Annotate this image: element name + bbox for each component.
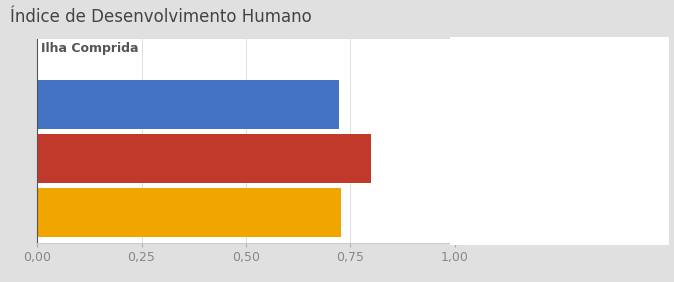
Legend: Ilha Comprida, São Paulo, Brasil: Ilha Comprida, São Paulo, Brasil: [470, 46, 593, 114]
Bar: [37, 188, 341, 237]
Text: Ilha Comprida: Ilha Comprida: [41, 42, 139, 55]
Text: Índice de Desenvolvimento Humano: Índice de Desenvolvimento Humano: [10, 8, 312, 27]
Bar: [37, 80, 339, 129]
Bar: [37, 134, 371, 183]
